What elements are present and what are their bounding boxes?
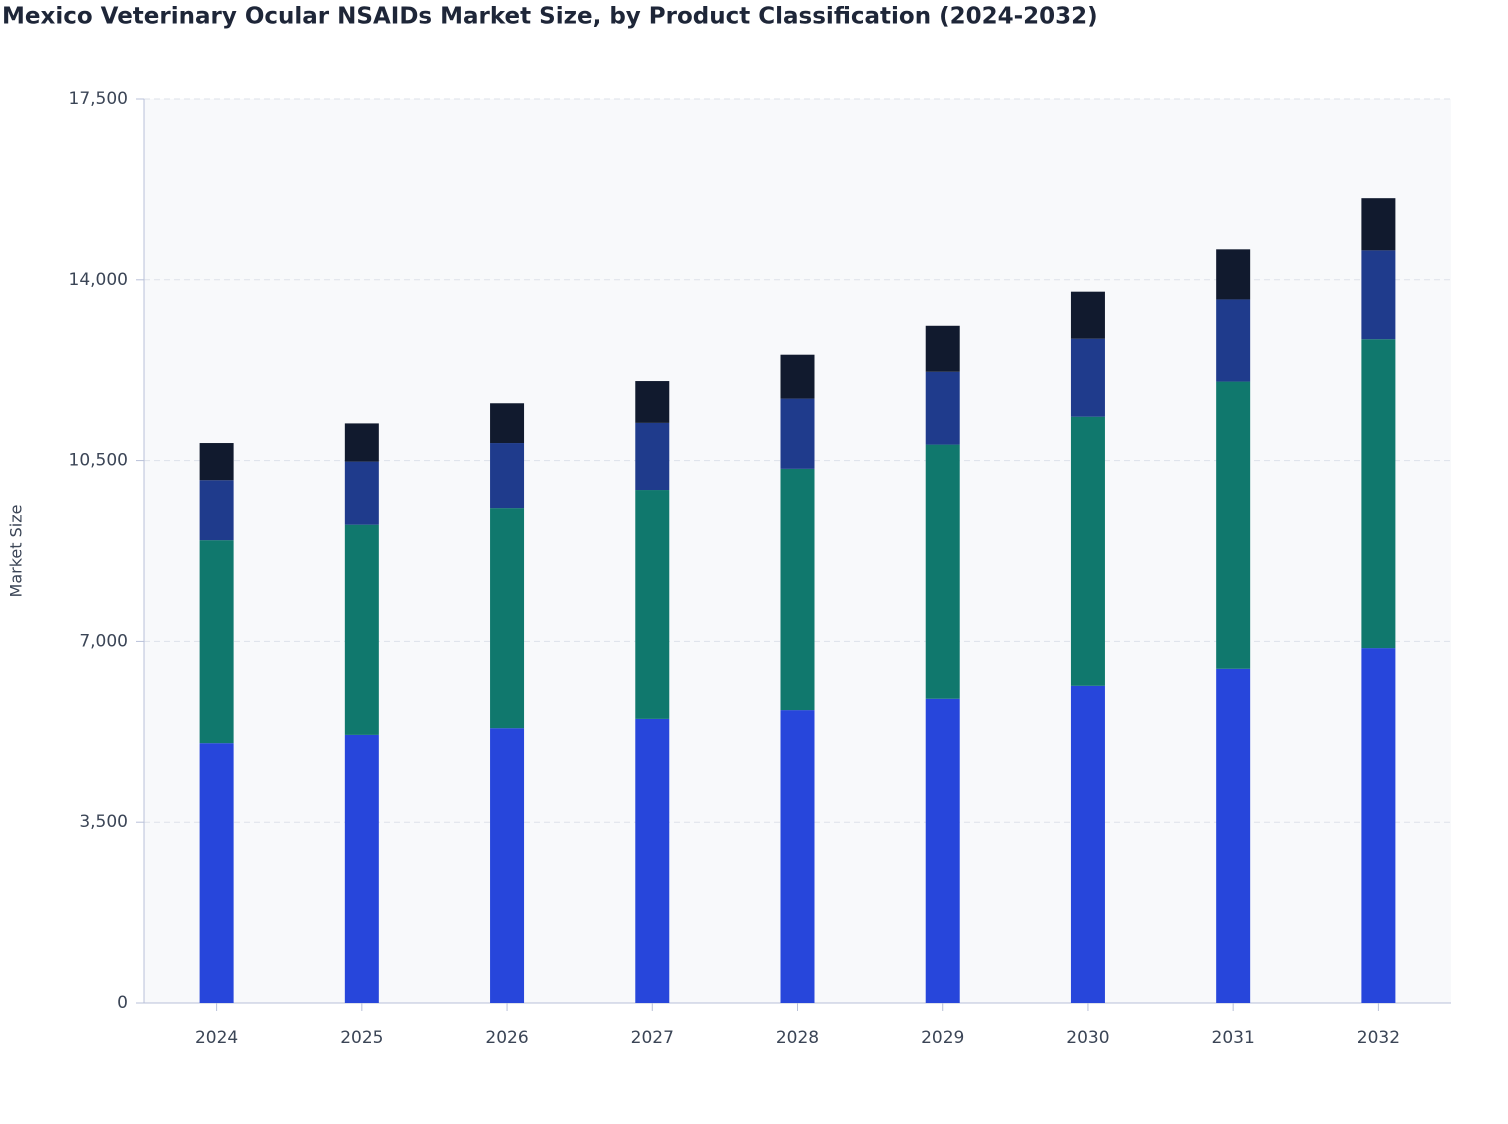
x-tick-label: 2024 bbox=[195, 1028, 238, 1048]
bar-segment bbox=[490, 728, 525, 1003]
y-tick-label: 3,500 bbox=[79, 812, 128, 832]
bar-segment bbox=[490, 403, 525, 444]
x-tick-label: 2032 bbox=[1357, 1028, 1400, 1048]
bar-segment bbox=[199, 480, 234, 541]
bar-segment bbox=[199, 743, 234, 1003]
y-axis-label: Market Size bbox=[7, 505, 26, 598]
bar-segment bbox=[1070, 291, 1105, 339]
chart-title: Mexico Veterinary Ocular NSAIDs Market S… bbox=[2, 4, 1098, 30]
bar-segment bbox=[925, 444, 960, 699]
bar-segment bbox=[780, 710, 815, 1003]
x-tick-label: 2029 bbox=[921, 1028, 964, 1048]
bar-segment bbox=[199, 443, 234, 481]
bar-segment bbox=[344, 524, 379, 735]
bar-segment bbox=[344, 461, 379, 525]
x-tick-label: 2026 bbox=[485, 1028, 528, 1048]
x-tick-label: 2030 bbox=[1066, 1028, 1109, 1048]
bar-segment bbox=[490, 508, 525, 729]
bar-segment bbox=[780, 354, 815, 399]
x-tick-label: 2025 bbox=[340, 1028, 383, 1048]
bar-segment bbox=[635, 490, 670, 719]
bar-segment bbox=[1361, 250, 1396, 340]
bar-segment bbox=[1216, 249, 1251, 300]
bar-segment bbox=[199, 540, 234, 744]
bar-segment bbox=[635, 381, 670, 423]
bar-segment bbox=[344, 734, 379, 1003]
bar-segment bbox=[635, 422, 670, 491]
x-tick-label: 2027 bbox=[631, 1028, 674, 1048]
y-tick-label: 17,500 bbox=[69, 89, 128, 109]
y-tick-label: 7,000 bbox=[79, 631, 128, 651]
bar-segment bbox=[780, 398, 815, 469]
bar-segment bbox=[925, 698, 960, 1003]
bar-segment bbox=[925, 371, 960, 445]
bar-segment bbox=[1070, 416, 1105, 686]
bar-segment bbox=[1216, 381, 1251, 669]
bar-segment bbox=[1070, 338, 1105, 417]
x-tick-label: 2028 bbox=[776, 1028, 819, 1048]
bar-segment bbox=[635, 718, 670, 1003]
bar-segment bbox=[344, 423, 379, 462]
bar-segment bbox=[925, 325, 960, 372]
bar-segment bbox=[490, 443, 525, 509]
bar-segment bbox=[1070, 685, 1105, 1003]
bar-segment bbox=[1216, 299, 1251, 382]
bar-segment bbox=[780, 468, 815, 711]
bar-segment bbox=[1361, 648, 1396, 1003]
y-tick-label: 10,500 bbox=[69, 451, 128, 471]
bar-segment bbox=[1216, 668, 1251, 1003]
y-tick-label: 0 bbox=[117, 993, 128, 1013]
x-tick-label: 2031 bbox=[1212, 1028, 1255, 1048]
bar-segment bbox=[1361, 198, 1396, 251]
bar-segment bbox=[1361, 339, 1396, 649]
y-tick-label: 14,000 bbox=[69, 270, 128, 290]
